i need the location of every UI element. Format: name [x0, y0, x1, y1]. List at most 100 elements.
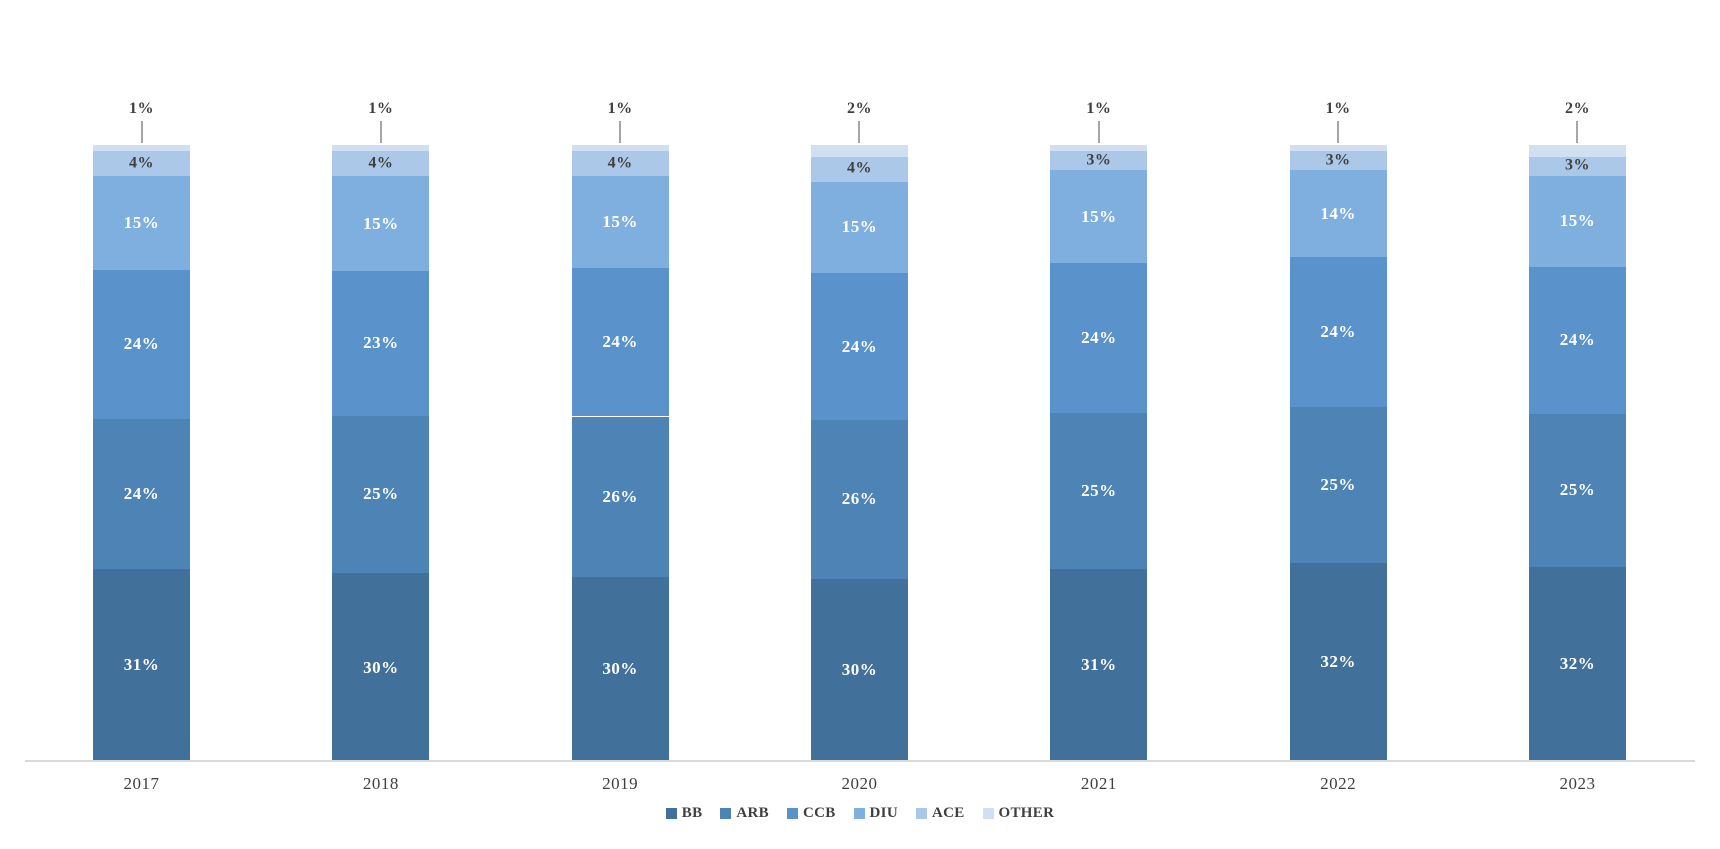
- bar-segment-other-2018: [332, 145, 430, 152]
- segment-value-label: 15%: [602, 212, 638, 232]
- leader-line: [1576, 121, 1579, 143]
- legend: BB ARB CCB DIU ACE OTHER: [0, 806, 1720, 821]
- x-axis-label-2018: 2018: [362, 774, 399, 793]
- segment-value-label: 30%: [602, 659, 638, 679]
- segment-value-label: 25%: [1559, 480, 1596, 500]
- segment-value-label: 23%: [363, 333, 399, 353]
- bar-segment-diu-2022: 14%: [1289, 169, 1387, 258]
- segment-value-label: 3%: [1086, 151, 1112, 169]
- segment-value-label: 15%: [123, 213, 160, 233]
- segment-value-label-outside: 2%: [1564, 100, 1590, 117]
- segment-value-label-outside: 1%: [1325, 100, 1351, 117]
- legend-marker-icon: [982, 808, 994, 819]
- bar-segment-ace-2021: 3%: [1050, 151, 1148, 170]
- legend-marker-icon: [786, 808, 798, 819]
- bar-segment-bb-2017: 31%: [93, 568, 190, 762]
- bar-segment-ace-2018: 4%: [332, 151, 430, 177]
- legend-label: CCB: [802, 805, 836, 821]
- segment-value-label-outside: 1%: [1086, 100, 1112, 117]
- legend-label: DIU: [869, 805, 898, 821]
- legend-item-other: OTHER: [982, 805, 1055, 821]
- legend-marker-icon: [915, 808, 927, 819]
- segment-value-label: 3%: [1325, 151, 1351, 169]
- legend-item-arb: ARB: [720, 806, 769, 821]
- bar-segment-diu-2019: 15%: [571, 175, 669, 269]
- segment-value-label: 32%: [1559, 654, 1596, 674]
- bar-segment-bb-2019: 30%: [571, 576, 669, 762]
- x-axis-label-2019: 2019: [602, 774, 639, 793]
- x-axis-label-2017: 2017: [123, 774, 160, 793]
- legend-item-ccb: CCB: [786, 805, 836, 821]
- bar-segment-ccb-2021: 24%: [1050, 263, 1148, 413]
- segment-value-label: 3%: [1564, 157, 1590, 175]
- segment-value-label: 4%: [607, 154, 633, 172]
- bar-segment-ace-2023: 3%: [1528, 157, 1626, 176]
- bar-segment-ace-2019: 4%: [571, 151, 669, 176]
- bar-segment-ccb-2018: 23%: [332, 270, 430, 416]
- x-axis-label-2020: 2020: [841, 774, 878, 793]
- bar-segment-bb-2018: 30%: [332, 573, 430, 762]
- segment-value-label: 4%: [368, 154, 394, 172]
- x-axis-label-2023: 2023: [1559, 774, 1596, 793]
- segment-value-label: 32%: [1320, 652, 1356, 672]
- segment-value-label: 24%: [602, 332, 638, 352]
- leader-line: [619, 121, 622, 143]
- segment-value-label: 4%: [846, 160, 872, 178]
- x-axis-label-2021: 2021: [1080, 774, 1117, 793]
- segment-value-label: 15%: [1559, 211, 1596, 231]
- bar-segment-ccb-2017: 24%: [93, 269, 190, 420]
- legend-marker-icon: [853, 808, 865, 819]
- bar-segment-ccb-2023: 24%: [1528, 267, 1626, 414]
- bar-segment-bb-2022: 32%: [1289, 562, 1387, 762]
- segment-value-label: 31%: [1081, 655, 1117, 675]
- bar-segment-arb-2020: 26%: [810, 419, 908, 579]
- x-axis-label-2022: 2022: [1320, 774, 1357, 793]
- bar-segment-arb-2023: 25%: [1528, 413, 1626, 567]
- segment-value-label: 14%: [1320, 203, 1356, 223]
- bar-segment-bb-2020: 30%: [810, 578, 908, 762]
- bar-segment-ace-2020: 4%: [810, 157, 908, 182]
- bar-segment-ace-2022: 3%: [1289, 151, 1387, 170]
- segment-value-label-outside: 1%: [368, 100, 394, 117]
- legend-item-bb: BB: [665, 806, 703, 821]
- segment-value-label: 24%: [1320, 322, 1356, 342]
- bar-segment-ccb-2019: 24%: [571, 268, 669, 417]
- segment-value-label: 24%: [841, 336, 878, 356]
- x-axis-line: [25, 760, 1695, 762]
- bar-segment-diu-2018: 15%: [332, 176, 430, 271]
- bar-segment-ccb-2020: 24%: [810, 273, 908, 420]
- bar-segment-other-2019: [571, 145, 669, 152]
- bar-segment-diu-2017: 15%: [93, 176, 190, 270]
- legend-item-ace: ACE: [915, 805, 965, 821]
- bar-segment-ccb-2022: 24%: [1289, 257, 1387, 407]
- segment-value-label: 4%: [129, 154, 154, 172]
- segment-value-label: 15%: [363, 213, 399, 233]
- leader-line: [1337, 121, 1340, 143]
- leader-line: [140, 121, 143, 143]
- bar-segment-arb-2022: 25%: [1289, 406, 1387, 563]
- bar-segment-other-2017: [93, 145, 190, 152]
- bar-segment-arb-2019: 26%: [571, 416, 669, 577]
- bar-segment-other-2022: [1289, 145, 1387, 152]
- segment-value-label-outside: 1%: [607, 100, 633, 117]
- legend-marker-icon: [720, 808, 732, 819]
- segment-value-label: 25%: [363, 484, 399, 504]
- segment-value-label: 30%: [363, 657, 399, 677]
- segment-value-label-outside: 2%: [846, 100, 872, 117]
- segment-value-label: 24%: [1559, 330, 1596, 350]
- segment-value-label: 24%: [1081, 328, 1117, 348]
- segment-value-label: 26%: [602, 486, 638, 506]
- legend-label: ACE: [931, 805, 965, 821]
- legend-item-diu: DIU: [853, 805, 898, 821]
- leader-line: [858, 121, 861, 143]
- segment-value-label: 31%: [123, 655, 160, 675]
- segment-value-label: 26%: [841, 489, 878, 509]
- legend-label: OTHER: [998, 805, 1055, 821]
- bar-segment-bb-2023: 32%: [1528, 566, 1626, 762]
- segment-value-label: 24%: [123, 484, 160, 504]
- legend-marker-icon: [665, 808, 677, 819]
- leader-line: [379, 121, 382, 143]
- segment-value-label: 15%: [841, 217, 878, 237]
- bar-segment-diu-2020: 15%: [810, 181, 908, 274]
